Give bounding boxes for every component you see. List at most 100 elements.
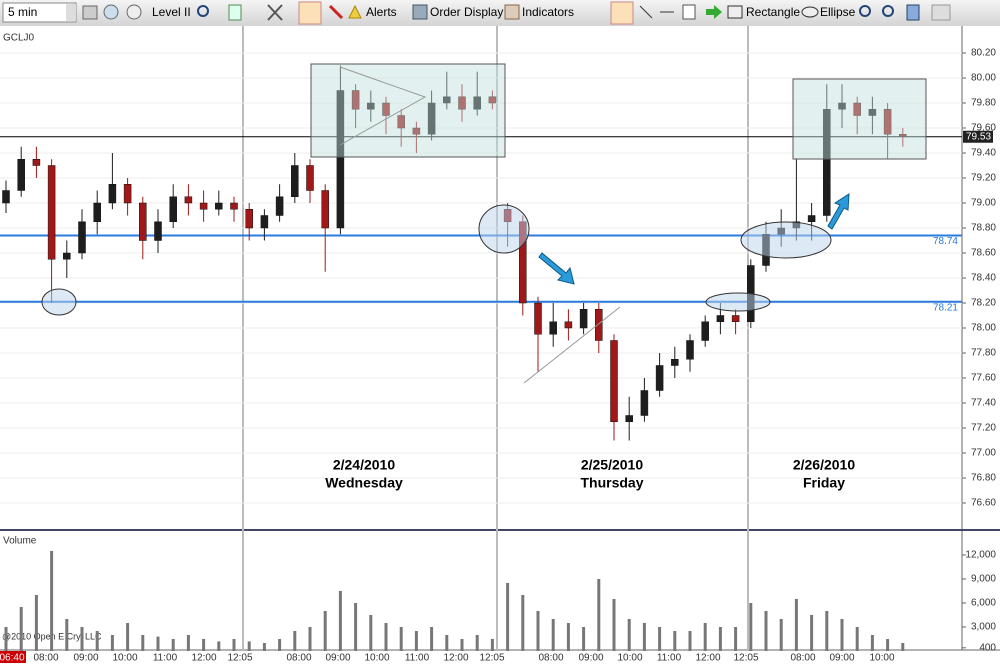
x-tick-label: 06:40 (0, 653, 25, 664)
candle-body (397, 115, 405, 129)
volume-bar (50, 551, 54, 651)
drawings (41, 63, 927, 384)
volume-bar (110, 635, 114, 651)
toolbar-button[interactable]: Level II (152, 5, 191, 19)
y-tick-label: 79.40 (971, 148, 996, 159)
volume-bar (369, 615, 373, 651)
icon[interactable] (412, 4, 428, 20)
candle-body (731, 315, 740, 322)
volume-bar (217, 641, 221, 651)
zoom-out[interactable] (882, 5, 894, 17)
y-tick-label: 78.00 (971, 323, 996, 334)
volume-bar (506, 583, 510, 651)
toolbar-button[interactable]: Ellipse (820, 5, 856, 19)
range-box (792, 78, 927, 160)
zoom-in[interactable] (859, 5, 871, 17)
zoom-icon[interactable] (197, 5, 209, 17)
candle-body (78, 221, 86, 254)
cursor-tool[interactable] (298, 1, 322, 25)
candle-body (215, 202, 223, 210)
volume-bar (718, 627, 722, 651)
session-separators (242, 26, 749, 650)
candle-body (443, 96, 451, 104)
x-tick-label: 08:00 (538, 653, 563, 664)
ellipse-tool[interactable] (801, 6, 819, 18)
volume-tick-label: 12,000 (965, 550, 996, 561)
icon[interactable] (504, 4, 520, 20)
y-tick-label: 76.80 (971, 473, 996, 484)
annotation-day: Friday (803, 475, 845, 491)
candle-body (321, 190, 329, 229)
candle-body (123, 184, 132, 204)
candle-body (230, 202, 238, 210)
volume-bar (764, 611, 768, 651)
x-tick-label: 10:00 (112, 653, 137, 664)
volume-bar (688, 631, 692, 651)
volume-bar (825, 611, 829, 651)
icon[interactable] (103, 4, 119, 20)
volume-bar (156, 636, 160, 651)
pointer-tool[interactable] (610, 1, 634, 25)
candle-body (686, 340, 694, 360)
volume-bar (855, 627, 859, 651)
alerts-icon[interactable] (348, 4, 362, 19)
volume-bar (582, 627, 586, 651)
line-tools[interactable] (639, 5, 674, 19)
volume-bar (779, 619, 783, 651)
icon[interactable] (906, 4, 920, 21)
candle-body (47, 165, 56, 260)
annotation-date: 2/24/2010 (333, 457, 395, 473)
toolbar-button[interactable]: Order Display (430, 5, 503, 19)
candle-body (564, 321, 573, 329)
volume-bar (460, 639, 464, 651)
range-box (310, 63, 506, 158)
candle-body (184, 196, 193, 204)
volume-bar (810, 615, 814, 651)
ellipse (705, 292, 771, 312)
arrow-tool[interactable] (706, 5, 722, 19)
icon[interactable] (228, 4, 242, 21)
candle-body (199, 202, 208, 210)
candle-body (427, 102, 436, 135)
toolbar-button[interactable]: Rectangle (746, 5, 800, 19)
y-tick-label: 78.60 (971, 248, 996, 259)
candle-body (838, 102, 846, 110)
ellipse (478, 204, 530, 254)
y-tick-label: 79.80 (971, 98, 996, 109)
icon[interactable] (682, 4, 696, 20)
candle-body (701, 321, 709, 341)
volume-bar (80, 627, 84, 651)
volume-bar (232, 639, 236, 651)
volume-bar (323, 611, 327, 651)
x-tick-label: 12:00 (191, 653, 216, 664)
x-tick-label: 12:05 (479, 653, 504, 664)
icon[interactable] (931, 4, 951, 21)
icon[interactable] (82, 5, 98, 20)
x-tick-label: 10:00 (617, 653, 642, 664)
icon[interactable] (328, 4, 344, 20)
interval: 5 min (8, 5, 37, 19)
toolbar-button[interactable]: Alerts (366, 5, 397, 19)
x-tick-label: 09:00 (73, 653, 98, 664)
rectangle-tool[interactable] (727, 5, 743, 19)
candle-body (108, 184, 117, 204)
icon[interactable] (267, 4, 283, 21)
candle-body (625, 415, 633, 422)
x-tick-label: 08:00 (790, 653, 815, 664)
y-tick-label: 77.20 (971, 423, 996, 434)
volume-bar (399, 627, 403, 651)
ellipse (740, 221, 832, 259)
candle-body (17, 159, 25, 191)
icon[interactable] (126, 4, 142, 20)
volume-bar (597, 579, 601, 651)
volume-bar (141, 635, 145, 651)
volume-tick-label: 3,000 (971, 622, 996, 633)
candle-body (351, 90, 360, 110)
volume-bar (612, 599, 616, 651)
toolbar-button[interactable]: Indicators (522, 5, 574, 19)
toolbar (0, 0, 1000, 26)
volume-bar (673, 631, 677, 651)
candle-body (367, 102, 375, 110)
volume-bar (34, 595, 38, 651)
volume-bar (19, 607, 23, 651)
